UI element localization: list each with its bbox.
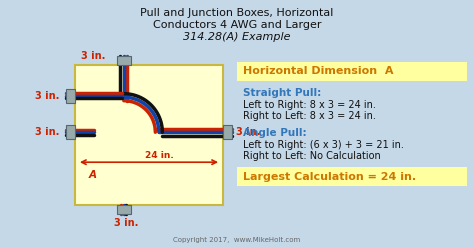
Text: Copyright 2017,  www.MikeHolt.com: Copyright 2017, www.MikeHolt.com <box>173 237 301 243</box>
Bar <box>117 205 131 214</box>
Text: Conductors 4 AWG and Larger: Conductors 4 AWG and Larger <box>153 20 321 30</box>
FancyBboxPatch shape <box>237 62 467 81</box>
Text: 24 in.: 24 in. <box>145 151 173 160</box>
Text: Right to Left: No Calculation: Right to Left: No Calculation <box>243 151 381 161</box>
Bar <box>66 89 75 103</box>
Text: Right to Left: 8 x 3 = 24 in.: Right to Left: 8 x 3 = 24 in. <box>243 111 376 121</box>
Bar <box>66 125 75 139</box>
Text: Angle Pull:: Angle Pull: <box>243 128 307 138</box>
Text: Left to Right: 8 x 3 = 24 in.: Left to Right: 8 x 3 = 24 in. <box>243 100 376 110</box>
Text: Left to Right: (6 x 3) + 3 = 21 in.: Left to Right: (6 x 3) + 3 = 21 in. <box>243 140 404 150</box>
Text: 3 in.: 3 in. <box>35 127 59 137</box>
Text: Pull and Junction Boxes, Horizontal: Pull and Junction Boxes, Horizontal <box>140 8 334 18</box>
Text: 3 in.: 3 in. <box>82 51 106 61</box>
Text: A: A <box>89 170 97 180</box>
Text: 3 in.: 3 in. <box>114 218 138 228</box>
Bar <box>223 125 232 139</box>
Text: 3 in.: 3 in. <box>236 127 260 137</box>
Text: Straight Pull:: Straight Pull: <box>243 88 321 98</box>
Bar <box>117 56 131 65</box>
Text: 3 in.: 3 in. <box>35 91 59 101</box>
Bar <box>75 65 223 205</box>
Text: 314.28(A) Example: 314.28(A) Example <box>183 32 291 42</box>
Text: Horizontal Dimension  A: Horizontal Dimension A <box>243 66 393 76</box>
FancyBboxPatch shape <box>237 167 467 186</box>
Text: Largest Calculation = 24 in.: Largest Calculation = 24 in. <box>243 172 416 182</box>
